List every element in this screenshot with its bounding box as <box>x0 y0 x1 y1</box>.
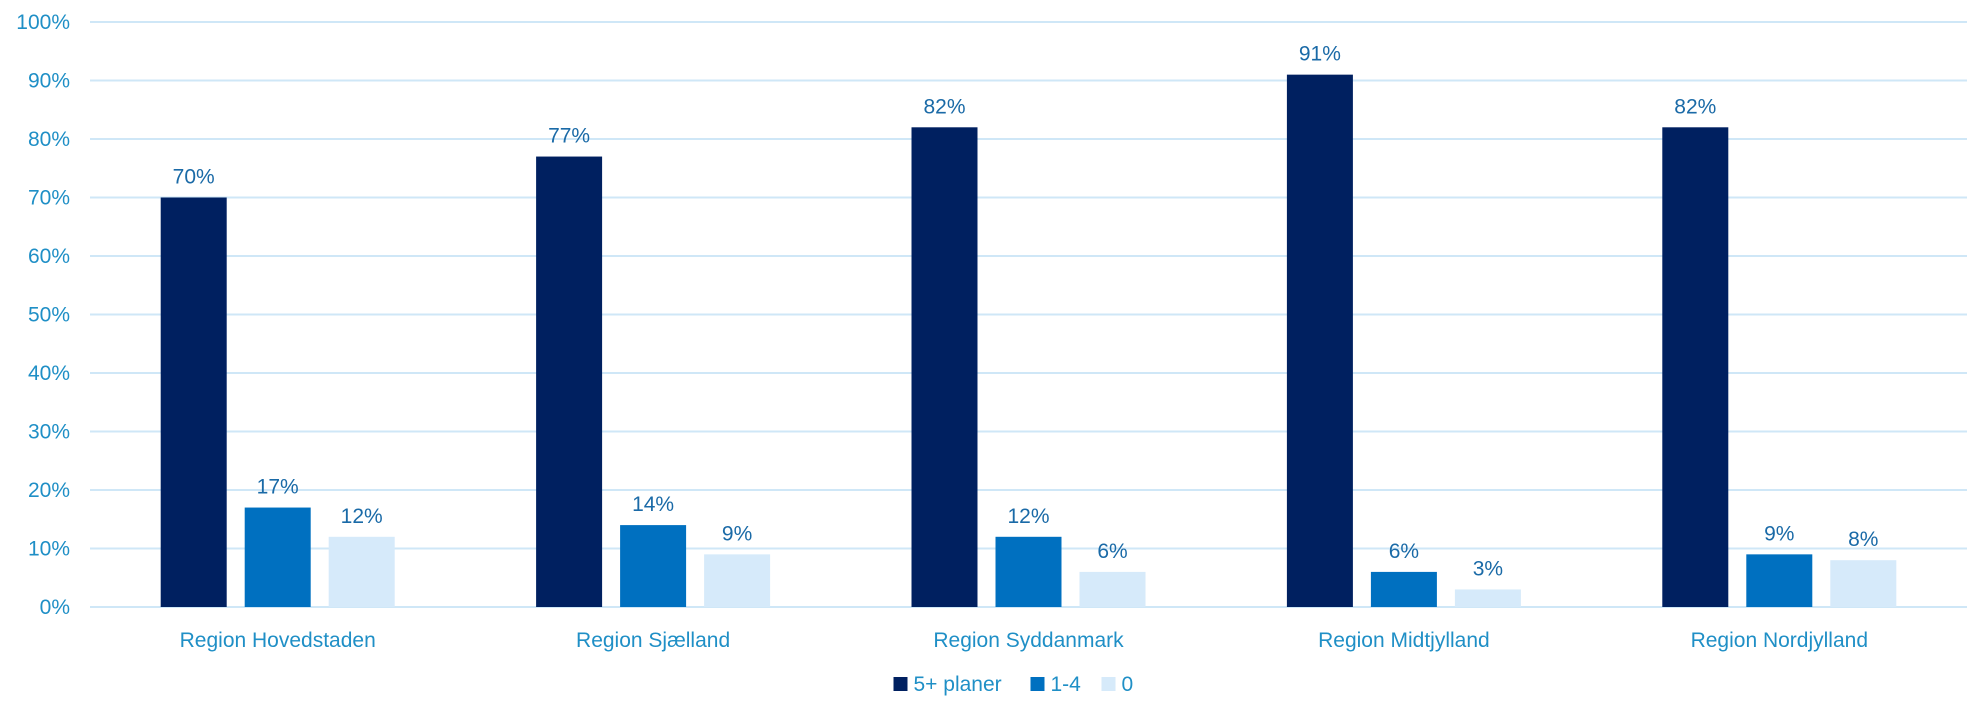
bars <box>160 74 1897 608</box>
y-tick-label: 20% <box>28 479 70 502</box>
y-tick-label: 90% <box>28 70 70 93</box>
y-tick-label: 30% <box>28 421 70 444</box>
bar <box>160 197 227 607</box>
bar <box>1746 554 1813 607</box>
y-tick-label: 70% <box>28 187 70 210</box>
bar <box>1454 589 1521 607</box>
data-label: 77% <box>548 125 590 148</box>
category-label: Region Midtjylland <box>1318 629 1490 652</box>
bar <box>1370 571 1437 607</box>
y-tick-label: 80% <box>28 128 70 151</box>
data-label: 6% <box>1097 540 1127 563</box>
bar <box>1830 560 1897 607</box>
data-label: 14% <box>632 493 674 516</box>
bar <box>536 156 603 608</box>
data-label: 12% <box>1007 505 1049 528</box>
data-label: 3% <box>1473 557 1503 580</box>
data-labels: 70% 17% 12% 77% 14% 9% 82% 12% 6% 91% 6% 3% 82% 9% 8% <box>173 43 1879 581</box>
legend-label: 5+ planer <box>914 673 1002 696</box>
y-axis-ticks: 0% 10% 20% 30% 40% 50% 60% 70% 80% 90% 100% <box>16 11 70 619</box>
legend: 5+ planer 1-4 0 <box>893 673 1134 696</box>
data-label: 8% <box>1848 528 1878 551</box>
legend-label: 1-4 <box>1051 673 1082 696</box>
y-tick-label: 40% <box>28 362 70 385</box>
y-tick-label: 0% <box>40 596 70 619</box>
data-label: 9% <box>722 522 752 545</box>
category-label: Region Syddanmark <box>933 629 1124 652</box>
data-label: 17% <box>257 476 299 499</box>
y-tick-label: 10% <box>28 538 70 561</box>
bar <box>1662 127 1729 608</box>
data-label: 70% <box>173 166 215 189</box>
bar <box>911 127 978 608</box>
x-axis-categories: Region Hovedstaden Region Sjælland Region … <box>180 629 1868 652</box>
y-tick-label: 100% <box>16 11 70 34</box>
category-label: Region Nordjylland <box>1691 629 1868 652</box>
bar <box>1079 571 1146 607</box>
y-tick-label: 60% <box>28 245 70 268</box>
bar <box>620 525 687 607</box>
bar <box>1286 74 1353 607</box>
data-label: 9% <box>1764 522 1794 545</box>
legend-swatch <box>1101 677 1116 691</box>
data-label: 82% <box>1674 95 1716 118</box>
legend-swatch <box>1030 677 1045 691</box>
bar <box>244 507 311 607</box>
grid <box>90 21 1967 608</box>
category-label: Region Hovedstaden <box>180 629 376 652</box>
data-label: 12% <box>341 505 383 528</box>
data-label: 82% <box>923 95 965 118</box>
legend-label: 0 <box>1122 673 1134 696</box>
data-label: 6% <box>1389 540 1419 563</box>
category-label: Region Sjælland <box>576 629 730 652</box>
data-label: 91% <box>1299 43 1341 66</box>
bar <box>704 554 771 607</box>
bar <box>328 536 395 607</box>
y-tick-label: 50% <box>28 304 70 327</box>
legend-swatch <box>893 677 908 691</box>
bar <box>995 536 1062 607</box>
